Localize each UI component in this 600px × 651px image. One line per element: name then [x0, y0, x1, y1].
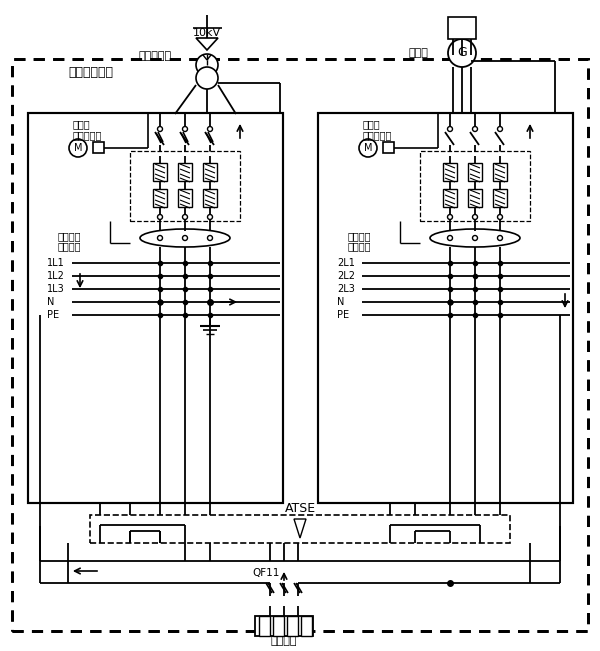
Circle shape: [473, 214, 478, 219]
Bar: [493, 163, 507, 181]
Text: ATSE: ATSE: [284, 503, 316, 516]
Circle shape: [448, 39, 476, 67]
Circle shape: [208, 236, 212, 240]
Text: 接地故障: 接地故障: [58, 231, 82, 241]
Text: N: N: [47, 297, 55, 307]
Text: PE: PE: [47, 310, 59, 320]
Bar: [420, 151, 530, 221]
Bar: [90, 515, 510, 543]
Bar: [443, 163, 457, 181]
Circle shape: [473, 126, 478, 132]
Bar: [153, 189, 167, 207]
Circle shape: [208, 126, 212, 132]
Bar: [12, 59, 588, 631]
Bar: [318, 113, 573, 503]
Bar: [178, 163, 192, 181]
Circle shape: [448, 236, 452, 240]
Circle shape: [69, 139, 87, 157]
Text: 同一座配电所: 同一座配电所: [68, 66, 113, 79]
Circle shape: [157, 214, 163, 219]
Circle shape: [359, 139, 377, 157]
Circle shape: [448, 126, 452, 132]
Text: 电流检测: 电流检测: [348, 241, 371, 251]
Bar: [318, 113, 573, 503]
Circle shape: [497, 214, 503, 219]
Polygon shape: [294, 519, 306, 538]
Circle shape: [182, 214, 187, 219]
Circle shape: [182, 126, 187, 132]
Bar: [468, 163, 482, 181]
Bar: [93, 142, 104, 153]
Bar: [443, 189, 457, 207]
Text: QF11: QF11: [252, 568, 280, 578]
Text: 10kV: 10kV: [193, 28, 221, 38]
Text: 2L1: 2L1: [337, 258, 355, 268]
Bar: [153, 163, 167, 181]
Ellipse shape: [430, 229, 520, 247]
Polygon shape: [196, 38, 218, 50]
Ellipse shape: [140, 229, 230, 247]
Text: N: N: [337, 297, 344, 307]
Bar: [383, 142, 394, 153]
Text: 进线断路器: 进线断路器: [363, 130, 392, 140]
Bar: [255, 616, 313, 636]
Circle shape: [448, 214, 452, 219]
Text: M: M: [364, 143, 372, 153]
Circle shape: [473, 236, 478, 240]
Text: 1L3: 1L3: [47, 284, 65, 294]
Bar: [468, 189, 482, 207]
Bar: [493, 189, 507, 207]
Bar: [287, 616, 298, 636]
Circle shape: [196, 54, 218, 76]
Circle shape: [157, 126, 163, 132]
Text: 用电设备: 用电设备: [271, 636, 297, 646]
Bar: [273, 616, 284, 636]
Circle shape: [208, 214, 212, 219]
Text: 变压器: 变压器: [73, 119, 91, 129]
Bar: [130, 151, 240, 221]
Bar: [259, 616, 270, 636]
Text: 发电机: 发电机: [408, 48, 428, 58]
Circle shape: [497, 236, 503, 240]
Bar: [448, 17, 476, 39]
Bar: [28, 113, 283, 503]
Text: 接地故障: 接地故障: [348, 231, 371, 241]
Text: 2L3: 2L3: [337, 284, 355, 294]
Text: 电力变压器: 电力变压器: [139, 51, 172, 61]
Bar: [28, 113, 283, 503]
Text: 发电机: 发电机: [363, 119, 380, 129]
Text: 电流检测: 电流检测: [58, 241, 82, 251]
Bar: [203, 189, 217, 207]
Bar: [203, 163, 217, 181]
Text: 进线断路器: 进线断路器: [73, 130, 103, 140]
Text: 1L1: 1L1: [47, 258, 65, 268]
Circle shape: [196, 67, 218, 89]
Text: M: M: [74, 143, 82, 153]
Text: G: G: [457, 46, 467, 59]
Text: 1L2: 1L2: [47, 271, 65, 281]
Text: 2L2: 2L2: [337, 271, 355, 281]
Bar: [301, 616, 312, 636]
Circle shape: [157, 236, 163, 240]
Bar: [12, 59, 588, 631]
Text: PE: PE: [337, 310, 349, 320]
Circle shape: [182, 236, 187, 240]
Circle shape: [497, 126, 503, 132]
Bar: [178, 189, 192, 207]
